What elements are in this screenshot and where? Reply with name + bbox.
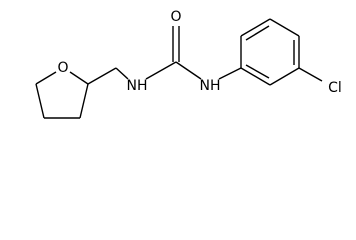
page: O NH O NH Cl (() => { const data = JSON.… [35, 9, 342, 119]
bonds [35, 18, 323, 119]
atom-label: O [57, 60, 68, 76]
atom-label: NH [127, 78, 148, 94]
atom-label: NH [200, 78, 221, 94]
atom-label: Cl [328, 80, 342, 96]
atom-label: O [170, 9, 181, 25]
structure: O NH O NH Cl [35, 9, 342, 119]
